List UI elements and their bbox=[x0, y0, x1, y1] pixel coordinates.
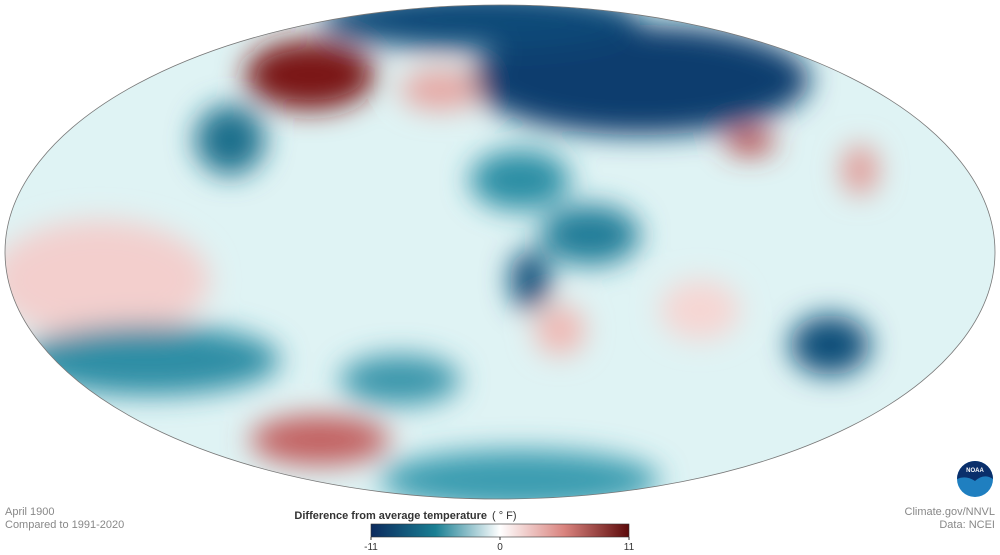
colorbar-tick-label: 0 bbox=[497, 542, 503, 553]
colorbar-tick-label: -11 bbox=[364, 542, 378, 553]
map bbox=[4, 4, 996, 500]
baseline: Compared to 1991-2020 bbox=[5, 519, 124, 531]
colorbar-tick-label: 11 bbox=[624, 542, 635, 553]
colorbar bbox=[370, 523, 630, 538]
globe-outline bbox=[4, 4, 996, 500]
date: April 1900 bbox=[5, 506, 55, 518]
colorbar-title: Difference from average temperature bbox=[294, 510, 487, 522]
noaa-logo: NOAA bbox=[957, 461, 993, 497]
colorbar-unit: ( ° F) bbox=[492, 510, 517, 522]
logo-top bbox=[957, 461, 993, 481]
source: Climate.gov/NNVL bbox=[905, 506, 995, 518]
anomaly-field bbox=[5, 5, 878, 499]
data-credit: Data: NCEI bbox=[939, 519, 995, 531]
logo-text: NOAA bbox=[966, 468, 984, 474]
